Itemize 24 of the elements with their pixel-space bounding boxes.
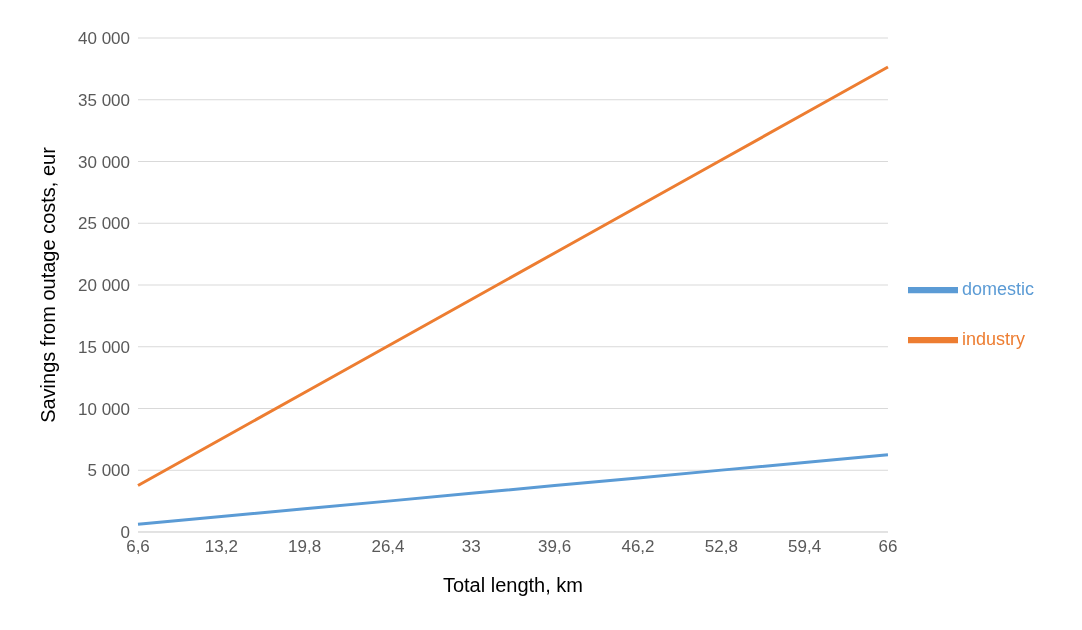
y-tick-label: 35 000 — [78, 90, 130, 110]
y-tick-label: 10 000 — [78, 399, 130, 419]
y-tick-label: 30 000 — [78, 152, 130, 172]
line-series — [136, 453, 890, 526]
x-tick-label: 26,4 — [371, 537, 405, 557]
x-tick-label: 39,6 — [538, 537, 572, 557]
x-tick-label: 46,2 — [621, 537, 655, 557]
y-axis-title: Savings from outage costs, eur — [37, 146, 60, 423]
y-tick-label: 20 000 — [78, 276, 130, 296]
x-tick-label: 33 — [461, 537, 481, 557]
legend-label: domestic — [961, 278, 1034, 299]
line-series — [136, 65, 890, 487]
x-tick-label: 52,8 — [704, 537, 738, 557]
y-tick-label: 5 000 — [87, 461, 130, 481]
y-tick-label: 25 000 — [78, 214, 130, 234]
y-tick-label: 15 000 — [78, 337, 130, 357]
x-tick-label: 66 — [878, 537, 898, 557]
x-tick-label: 19,8 — [288, 537, 322, 557]
x-tick-label: 6,6 — [126, 537, 150, 557]
x-tick-label: 13,2 — [204, 537, 238, 557]
x-tick-label: 59,4 — [788, 537, 822, 557]
x-axis-title: Total length, km — [442, 574, 584, 596]
y-tick-label: 40 000 — [78, 29, 130, 49]
legend-label: industry — [961, 328, 1025, 349]
